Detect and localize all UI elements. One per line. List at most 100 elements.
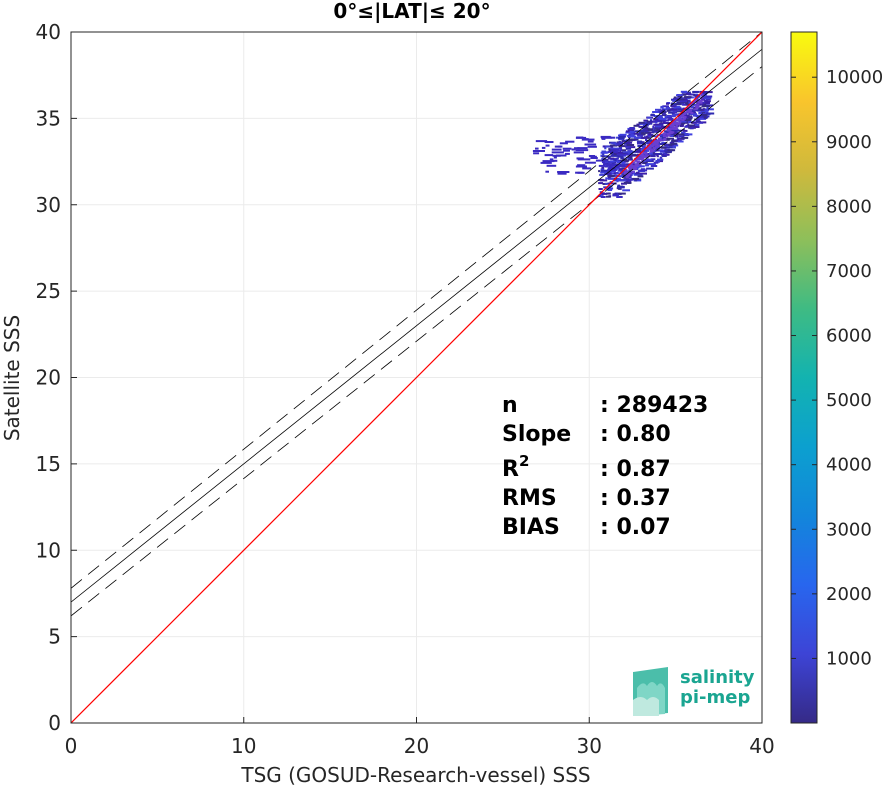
density-cell <box>598 170 601 173</box>
density-cell <box>598 179 601 181</box>
density-cell <box>646 146 650 149</box>
density-cell <box>626 178 633 181</box>
density-cell <box>616 180 619 183</box>
density-cell <box>663 121 666 124</box>
density-cell <box>691 105 694 108</box>
density-cell <box>688 124 696 127</box>
density-cell <box>606 172 611 175</box>
density-cell <box>552 154 561 157</box>
density-cell <box>642 160 646 163</box>
density-cell <box>604 182 609 185</box>
y-tick-label: 30 <box>36 193 61 217</box>
density-cell <box>610 154 618 157</box>
density-cell <box>610 148 620 151</box>
stat-label: Slope <box>502 422 571 447</box>
density-cell <box>698 112 702 115</box>
density-cell <box>542 160 555 163</box>
density-cell <box>677 95 683 98</box>
density-cell <box>607 161 616 164</box>
density-cell <box>602 136 616 139</box>
density-cell <box>652 130 656 133</box>
density-cell <box>606 155 611 158</box>
density-cell <box>641 125 645 128</box>
density-cell <box>587 140 594 143</box>
density-cell <box>673 97 678 100</box>
density-cell <box>700 110 707 113</box>
density-cell <box>696 103 700 106</box>
density-cell <box>696 121 704 124</box>
density-cell <box>533 152 540 155</box>
density-cell <box>675 124 679 127</box>
chart-title: 0°≤|LAT|≤ 20° <box>333 0 490 23</box>
density-cell <box>646 116 652 119</box>
density-cell <box>699 93 703 96</box>
density-cell <box>653 115 660 118</box>
density-cell <box>655 125 662 128</box>
density-cell <box>676 105 681 108</box>
density-cell <box>694 94 701 97</box>
density-cell <box>684 90 687 93</box>
density-cell <box>635 157 639 160</box>
density-cell <box>643 126 648 129</box>
density-cell <box>587 145 597 148</box>
density-cell <box>689 127 694 130</box>
density-cell <box>671 139 676 142</box>
density-cell <box>645 139 648 141</box>
confidence-bound-line <box>71 66 762 617</box>
density-cell <box>695 99 699 102</box>
density-cell <box>677 122 681 125</box>
density-cell <box>610 147 615 150</box>
density-cell <box>635 148 641 151</box>
density-cell <box>704 100 711 103</box>
density-cell <box>624 171 628 174</box>
density-cell <box>577 164 586 167</box>
density-cell <box>610 172 617 175</box>
density-cell <box>601 137 606 140</box>
density-cell <box>673 103 676 106</box>
density-cell <box>588 155 596 157</box>
density-cell <box>535 147 539 150</box>
density-cell <box>637 162 641 164</box>
density-cell <box>706 106 709 109</box>
density-cell <box>678 121 682 124</box>
logo-mark-front <box>633 697 659 716</box>
density-cell <box>615 157 619 160</box>
density-cell <box>654 153 663 155</box>
density-cell <box>616 165 628 168</box>
density-cell <box>667 134 671 137</box>
density-cell <box>638 163 642 166</box>
density-cell <box>675 103 682 105</box>
density-cell <box>669 135 674 137</box>
density-cell <box>661 136 667 139</box>
colorbar <box>790 31 818 724</box>
density-cell <box>621 149 627 152</box>
density-cell <box>662 105 669 108</box>
density-cell <box>678 115 682 118</box>
density-cell <box>645 158 652 161</box>
stat-value: : 0.87 <box>600 457 671 482</box>
density-cell <box>677 119 681 122</box>
density-cell <box>598 188 603 190</box>
density-cell <box>673 106 682 109</box>
density-cell <box>672 119 676 122</box>
density-cell <box>666 109 671 112</box>
density-cell <box>672 99 678 102</box>
density-cell <box>695 106 699 109</box>
density-cell <box>617 184 620 187</box>
density-cell <box>624 159 630 162</box>
density-cell <box>684 119 692 121</box>
density-cell <box>642 145 646 148</box>
density-cell <box>655 145 659 148</box>
density-cell <box>666 137 674 140</box>
density-cell <box>607 175 615 177</box>
density-cell <box>633 124 639 127</box>
stat-label: R2 <box>502 452 529 482</box>
density-cell <box>628 155 633 158</box>
density-cell <box>692 114 698 117</box>
density-cell <box>698 101 702 104</box>
density-cell <box>671 125 674 127</box>
density-cell <box>662 135 666 138</box>
density-cell <box>555 154 567 157</box>
density-cell <box>592 155 597 158</box>
density-cell <box>574 147 580 150</box>
